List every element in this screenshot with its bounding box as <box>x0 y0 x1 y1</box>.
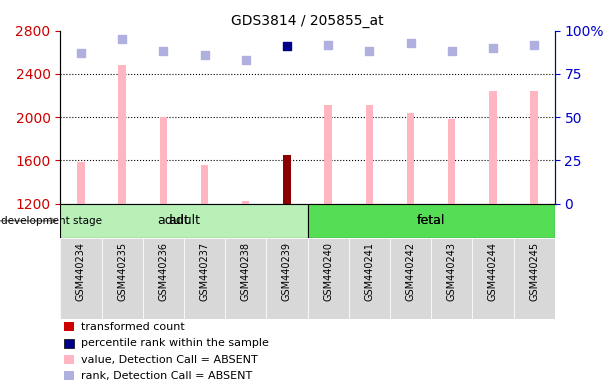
Title: GDS3814 / 205855_at: GDS3814 / 205855_at <box>231 14 384 28</box>
Text: GSM440243: GSM440243 <box>447 242 456 301</box>
Point <box>117 36 127 43</box>
Text: transformed count: transformed count <box>81 322 185 332</box>
Bar <box>407 113 414 204</box>
Text: GSM440241: GSM440241 <box>364 242 374 301</box>
Text: value, Detection Call = ABSENT: value, Detection Call = ABSENT <box>81 354 258 364</box>
Text: adult: adult <box>168 214 200 227</box>
Point <box>406 40 415 46</box>
Bar <box>64 355 74 364</box>
Text: fetal: fetal <box>417 214 446 227</box>
Text: adult: adult <box>157 214 189 227</box>
Bar <box>64 339 74 348</box>
Text: GSM440237: GSM440237 <box>200 242 209 301</box>
Point <box>159 48 168 55</box>
Bar <box>143 238 184 319</box>
Bar <box>64 371 74 381</box>
Text: fetal: fetal <box>417 214 446 227</box>
Text: GSM440245: GSM440245 <box>529 242 539 301</box>
Point <box>200 52 209 58</box>
Text: percentile rank within the sample: percentile rank within the sample <box>81 338 269 348</box>
Point <box>488 45 498 51</box>
Bar <box>267 238 308 319</box>
Text: GSM440239: GSM440239 <box>282 242 292 301</box>
Bar <box>184 238 225 319</box>
Bar <box>101 238 143 319</box>
Bar <box>60 204 308 238</box>
Text: GSM440240: GSM440240 <box>323 242 333 301</box>
Bar <box>489 91 497 204</box>
Text: GSM440234: GSM440234 <box>76 242 86 301</box>
Text: GSM440242: GSM440242 <box>406 242 415 301</box>
Bar <box>531 91 538 204</box>
Bar <box>448 119 455 204</box>
Bar <box>514 238 555 319</box>
Bar <box>431 238 472 319</box>
Bar <box>160 117 167 204</box>
Bar <box>242 201 250 204</box>
Point <box>241 57 251 63</box>
Bar <box>365 105 373 204</box>
Point <box>76 50 86 56</box>
Text: GSM440235: GSM440235 <box>117 242 127 301</box>
Bar <box>64 322 74 331</box>
Point <box>447 48 456 55</box>
Bar <box>390 238 431 319</box>
Point <box>529 41 539 48</box>
Text: development stage: development stage <box>1 216 101 226</box>
Text: GSM440236: GSM440236 <box>159 242 168 301</box>
Point <box>323 41 333 48</box>
Bar <box>118 65 126 204</box>
Bar <box>60 238 101 319</box>
Bar <box>77 162 84 204</box>
Bar <box>283 155 291 204</box>
Bar <box>225 238 267 319</box>
Text: GSM440244: GSM440244 <box>488 242 498 301</box>
Bar <box>349 238 390 319</box>
Bar <box>308 238 349 319</box>
Bar <box>308 204 555 238</box>
Text: rank, Detection Call = ABSENT: rank, Detection Call = ABSENT <box>81 371 252 381</box>
Point <box>364 48 374 55</box>
Bar <box>201 165 208 204</box>
Bar <box>324 105 332 204</box>
Bar <box>472 238 514 319</box>
Point <box>282 43 292 50</box>
Text: GSM440238: GSM440238 <box>241 242 251 301</box>
